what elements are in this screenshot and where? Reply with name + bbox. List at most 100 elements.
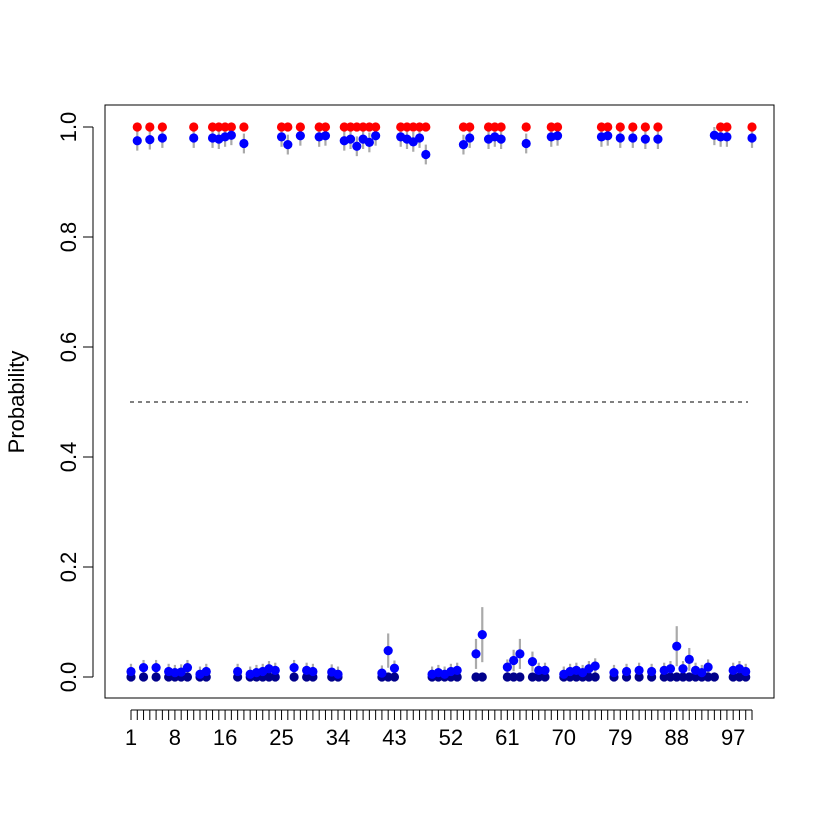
estimate-point [308,666,318,677]
estimate-point [201,666,211,677]
truth-point-zero [452,672,462,682]
estimate-point [364,137,374,147]
truth-point-zero [590,672,600,682]
estimate-point [126,666,136,677]
estimate-point [540,665,550,676]
estimate-point [477,630,487,640]
estimate-point [233,666,243,677]
y-tick-label: 0.0 [56,662,81,693]
estimate-point [640,134,650,144]
estimate-point [452,665,462,676]
estimate-point [722,132,732,142]
y-tick-label: 1.0 [56,112,81,143]
estimate-point [590,661,600,671]
estimate-point [283,140,293,150]
estimate-point [684,654,694,665]
estimate-point [345,134,356,144]
y-tick-label: 0.4 [56,442,81,473]
truth-point-zero [182,672,193,682]
truth-point-zero [709,672,719,682]
estimate-point [621,666,632,677]
estimate-point [496,134,506,144]
estimate-point [521,138,531,149]
truth-point-one [521,122,531,132]
estimate-point [138,663,149,673]
x-tick-label: 1 [125,725,137,750]
x-tick-label: 88 [664,725,688,750]
estimate-point [352,141,362,151]
x-tick-label: 34 [326,725,350,750]
estimate-point [615,133,625,143]
estimate-point [276,132,287,142]
estimate-point [182,663,193,673]
truth-point-zero [389,672,400,682]
x-tick-label: 8 [169,725,181,750]
truth-point-one [371,122,381,132]
truth-point-one [283,122,293,132]
estimate-point [157,133,167,143]
estimate-point [509,655,519,666]
truth-point-one [132,122,142,132]
estimate-point [747,133,757,143]
estimate-point [741,666,751,677]
x-axis: 1 8 16 25 34 43 52 61 70 79 88 97 [125,709,753,750]
estimate-point [552,131,563,141]
truth-point-one [747,122,757,132]
estimate-point [270,665,280,676]
plot-area-frame [104,104,775,699]
estimate-point [603,131,613,141]
truth-point-one [615,122,625,132]
y-axis-title: Probability [4,351,29,454]
x-tick-label: 97 [721,725,745,750]
x-tick-label: 43 [382,725,406,750]
estimate-point [634,665,644,676]
truth-point-zero [289,672,299,682]
truth-point-one [320,122,331,132]
estimate-point [377,668,387,678]
truth-point-one [145,122,155,132]
estimate-point [502,662,512,672]
estimate-point [151,663,161,673]
truth-point-one [295,122,305,132]
x-tick-label: 52 [439,725,463,750]
estimate-point [239,138,249,149]
y-tick-label: 0.2 [56,552,81,583]
estimate-point [132,136,142,146]
x-tick-label: 16 [213,725,237,750]
x-tick-label: 61 [495,725,519,750]
truth-point-one [653,122,663,132]
truth-point-zero [515,672,525,682]
estimate-point [226,130,236,140]
truth-point-one [603,122,613,132]
truth-point-one [226,122,236,132]
truth-point-one [496,122,506,132]
truth-point-one [189,122,199,132]
estimate-point [295,131,305,141]
truth-point-zero [138,672,149,682]
y-axis: 0.0 0.2 0.4 0.6 0.8 1.0 [56,112,94,693]
estimate-point [320,131,331,141]
truth-point-one [465,122,475,132]
estimate-point [665,664,676,674]
estimate-point [145,135,155,145]
estimate-point [515,649,525,659]
truth-point-zero [477,672,487,682]
estimate-point [672,641,682,651]
truth-point-one [552,122,563,132]
x-tick-label: 70 [552,725,576,750]
estimate-point [371,131,381,141]
estimate-point [697,668,707,678]
estimate-point [458,140,469,150]
x-tick-label: 25 [269,725,293,750]
estimate-point [609,668,619,678]
truth-point-zero [634,672,644,682]
truth-point-zero [151,672,161,682]
truth-point-one [722,122,732,132]
estimate-point [647,666,657,677]
estimate-point [628,133,638,143]
estimate-point [333,669,343,679]
truth-point-one [421,122,431,132]
y-tick-label: 0.6 [56,332,81,363]
estimate-point [678,664,688,674]
estimate-point [389,663,400,673]
